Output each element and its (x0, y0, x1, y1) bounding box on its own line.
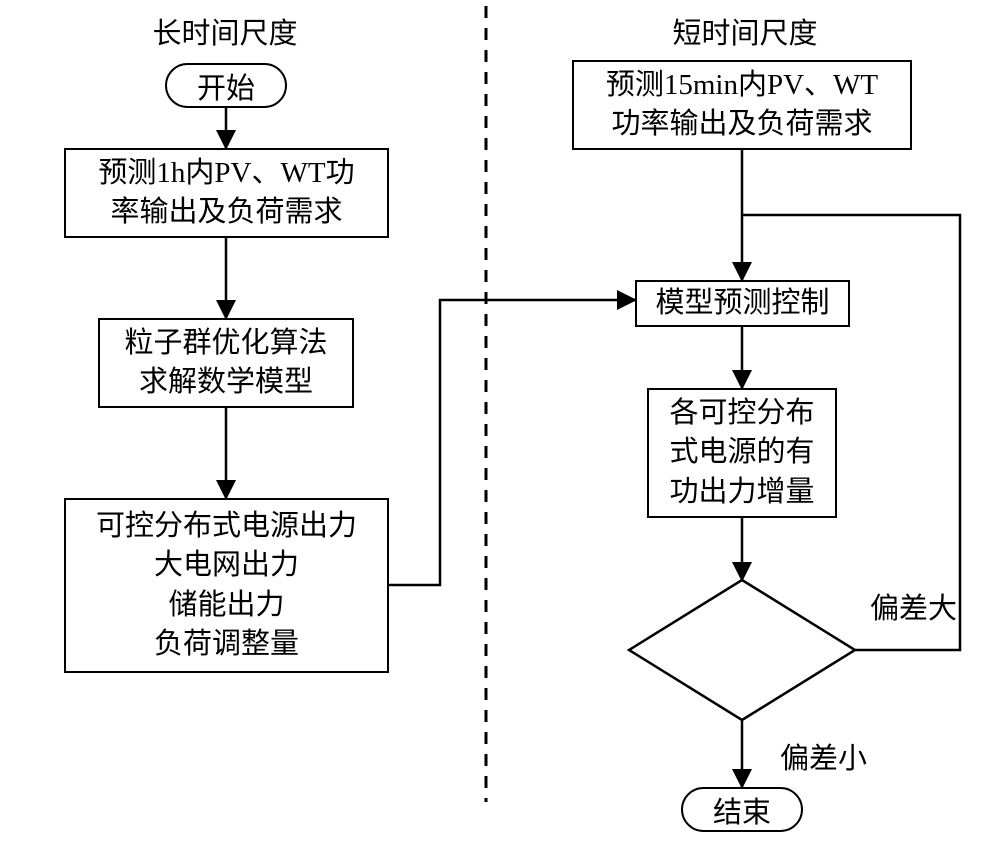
right-inc-l3: 功出力增量 (669, 473, 814, 512)
left-pso-l1: 粒子群优化算法 (124, 324, 327, 363)
right-predict-l1: 预测15min内PV、WT (606, 66, 878, 105)
left-pso-l2: 求解数学模型 (139, 363, 313, 402)
label-dev-small: 偏差小 (780, 735, 867, 777)
right-predict-box: 预测15min内PV、WT 功率输出及负荷需求 (572, 60, 912, 150)
end-label: 结束 (713, 789, 771, 831)
start-label: 开始 (197, 65, 255, 107)
left-output-box: 可控分布式电源出力 大电网出力 储能出力 负荷调整量 (64, 498, 389, 673)
right-inc-l1: 各可控分布 (669, 394, 814, 433)
left-predict-box: 预测1h内PV、WT功 率输出及负荷需求 (64, 148, 389, 238)
decision-label-l2: 对比 (713, 655, 771, 697)
right-predict-l2: 功率输出及负荷需求 (611, 105, 872, 144)
left-out-l2: 大电网出力 (154, 546, 299, 585)
title-right: 短时间尺度 (600, 10, 890, 52)
label-dev-large: 偏差大 (870, 585, 957, 627)
right-inc-l2: 式电源的有 (669, 433, 814, 472)
right-inc-box: 各可控分布 式电源的有 功出力增量 (647, 388, 837, 518)
left-out-l1: 可控分布式电源出力 (96, 507, 357, 546)
left-pso-box: 粒子群优化算法 求解数学模型 (98, 318, 354, 408)
right-mpc-l: 模型预测控制 (655, 284, 829, 323)
left-predict-l2: 率输出及负荷需求 (110, 193, 342, 232)
right-mpc-box: 模型预测控制 (635, 280, 850, 327)
left-out-l3: 储能出力 (168, 586, 284, 625)
decision-label-l1: 与实际值 (680, 617, 796, 659)
title-left: 长时间尺度 (80, 10, 370, 52)
flowchart-canvas: 长时间尺度 短时间尺度 开始 预测1h内PV、WT功 率输出及负荷需求 粒子群优… (0, 0, 1000, 857)
end-node: 结束 (681, 787, 803, 832)
left-predict-l1: 预测1h内PV、WT功 (98, 154, 354, 193)
left-out-l4: 负荷调整量 (154, 625, 299, 664)
start-node: 开始 (165, 63, 287, 108)
